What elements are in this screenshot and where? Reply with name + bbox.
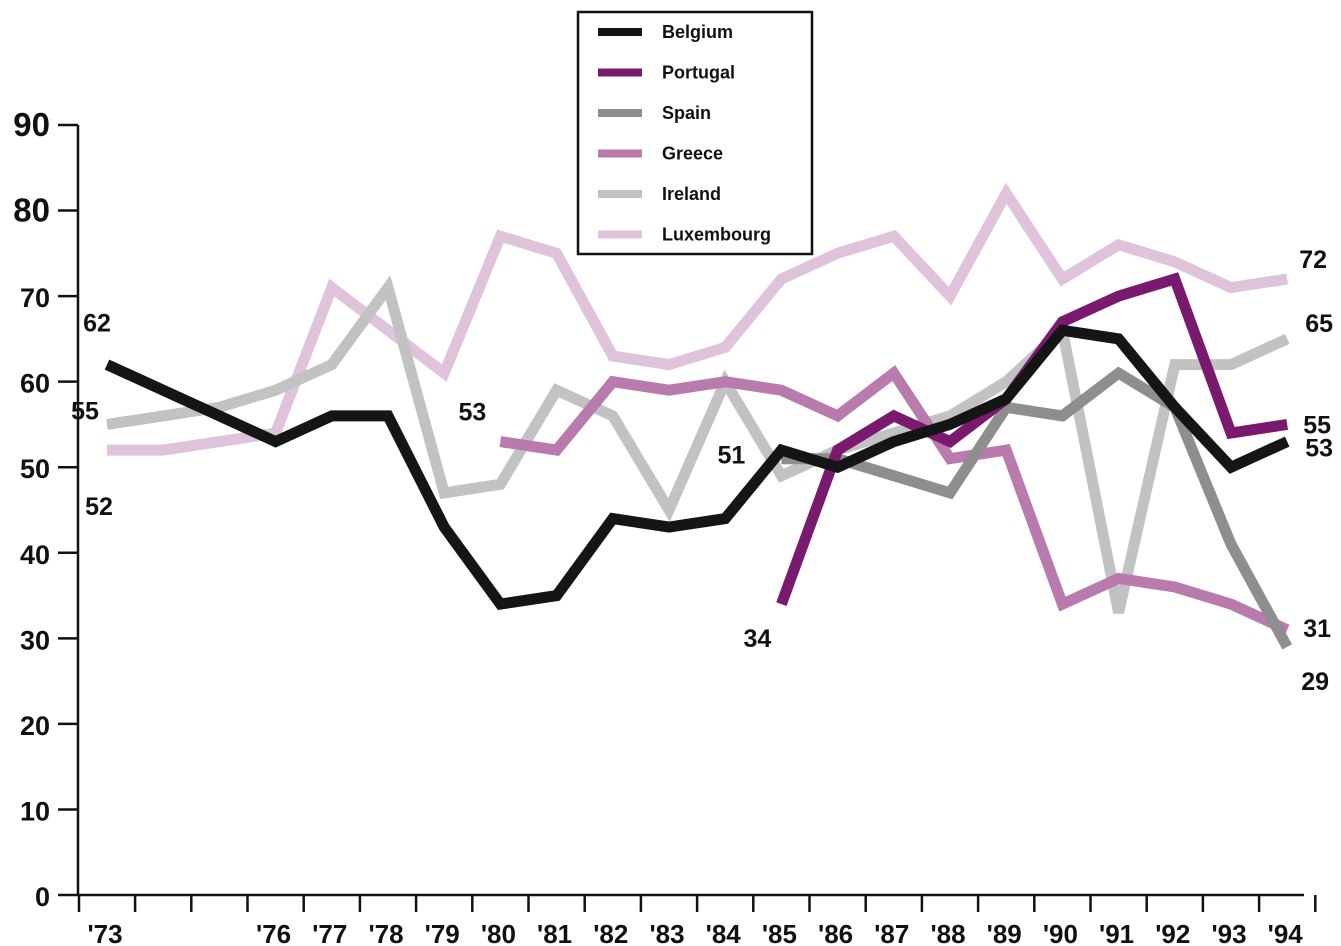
- value-label-ireland: 55: [71, 397, 99, 425]
- x-tick-label: '79: [425, 919, 460, 946]
- x-tick-label: '90: [1043, 919, 1078, 946]
- x-tick-label: '77: [312, 919, 347, 946]
- value-label-greece: 53: [458, 399, 486, 427]
- y-tick-label: 20: [20, 711, 50, 741]
- y-tick-label: 80: [13, 192, 50, 229]
- x-tick-label: '80: [481, 919, 516, 946]
- x-tick-label: '86: [818, 919, 853, 946]
- y-tick-label: 10: [20, 796, 50, 826]
- y-tick-label: 60: [20, 369, 50, 399]
- value-label-spain: 29: [1301, 668, 1329, 696]
- y-tick-label: 50: [20, 454, 50, 484]
- axes: [76, 125, 1304, 897]
- x-tick-label: '89: [987, 919, 1022, 946]
- y-tick-label: 70: [20, 283, 50, 313]
- x-axis-ticks: '73 '76 '77 '78 '79 '80 '81 '82 '83 '84 '85 '86 '87 '…: [77, 895, 1317, 946]
- series-line-luxembourg: [107, 182, 1289, 456]
- legend-box: [576, 10, 814, 256]
- y-tick-label: 0: [35, 882, 50, 912]
- series-line-greece: [499, 365, 1290, 635]
- y-tick-label: 40: [20, 540, 50, 570]
- x-tick-label: '81: [537, 919, 572, 946]
- x-tick-label: '91: [1099, 919, 1134, 946]
- legend-label-belgium: Belgium: [662, 22, 733, 42]
- x-tick-label: '83: [649, 919, 684, 946]
- y-axis-ticks: 0 10 20 30 40 50 60 70 80 90: [13, 106, 78, 912]
- value-label-luxembourg: 52: [85, 493, 113, 521]
- x-tick-label: '78: [368, 919, 403, 946]
- x-tick-label: '92: [1155, 919, 1190, 946]
- series-line-ireland: [106, 275, 1290, 614]
- x-tick-label: '73: [87, 919, 122, 946]
- value-label-ireland: 65: [1305, 310, 1333, 338]
- x-tick-label: '84: [706, 919, 742, 946]
- value-label-belgium: 62: [83, 310, 111, 338]
- value-label-portugal: 34: [743, 625, 771, 653]
- legend-label-spain: Spain: [662, 103, 711, 123]
- series-line-spain: [781, 366, 1293, 650]
- legend: Belgium Portugal Spain Greece Ireland Luxembo…: [576, 10, 814, 256]
- x-tick-label: '88: [930, 919, 965, 946]
- legend-label-portugal: Portugal: [662, 63, 735, 83]
- x-tick-label: '87: [874, 919, 909, 946]
- x-tick-label: '93: [1211, 919, 1246, 946]
- x-tick-label: '76: [256, 919, 291, 946]
- value-label-luxembourg: 72: [1299, 246, 1327, 274]
- legend-label-ireland: Ireland: [662, 184, 721, 204]
- x-tick-label: '82: [593, 919, 628, 946]
- legend-label-luxembourg: Luxembourg: [662, 225, 771, 245]
- y-tick-label: 30: [20, 625, 50, 655]
- x-tick-label: '94: [1268, 919, 1304, 946]
- value-label-spain: 51: [717, 442, 745, 470]
- value-label-portugal: 55: [1303, 411, 1331, 439]
- value-label-belgium: 53: [1305, 435, 1333, 463]
- value-label-greece: 31: [1303, 615, 1331, 643]
- series-line-belgium: [104, 324, 1290, 611]
- x-tick-label: '85: [762, 919, 797, 946]
- series-lines: [104, 182, 1293, 650]
- legend-label-greece: Greece: [662, 144, 723, 164]
- y-tick-label: 90: [13, 106, 50, 143]
